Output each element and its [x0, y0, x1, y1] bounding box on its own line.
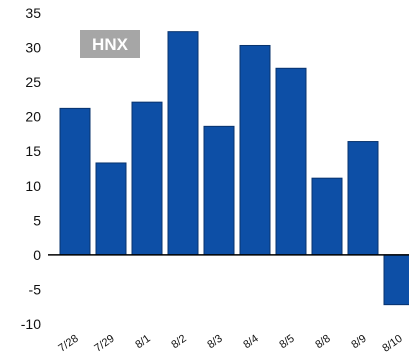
badge-background [80, 30, 140, 58]
bar [131, 101, 163, 256]
x-tick-label: 8/9 [349, 333, 368, 352]
x-tick-label: 7/28 [56, 333, 80, 355]
bar [347, 141, 379, 256]
x-tick-label: 8/1 [133, 333, 152, 352]
y-tick-label: 10 [25, 178, 41, 194]
y-tick-label: 25 [25, 74, 41, 90]
y-axis-tick-labels: 35 30 25 20 15 10 5 0 -5 -10 [21, 5, 41, 332]
bar [95, 162, 127, 256]
x-axis-tick-labels: 7/28 7/29 8/1 8/2 8/3 8/4 8/5 8/8 8/9 8/10 [56, 333, 404, 355]
x-tick-label: 8/8 [313, 333, 332, 352]
y-tick-label: 15 [25, 143, 41, 159]
y-tick-label: 20 [25, 109, 41, 125]
y-tick-label: 35 [25, 5, 41, 21]
bar [203, 125, 235, 256]
bar [275, 67, 307, 256]
y-tick-label: -5 [29, 281, 42, 297]
x-tick-label: 8/4 [241, 333, 260, 352]
x-tick-label: 8/10 [380, 333, 404, 355]
bar [167, 31, 199, 256]
bar-series [59, 31, 409, 306]
bar [239, 44, 271, 256]
hnx-badge: HNX [80, 30, 140, 58]
y-tick-label: 30 [25, 40, 41, 56]
y-tick-label: 0 [33, 247, 41, 263]
x-tick-label: 8/2 [169, 333, 188, 352]
y-tick-label: -10 [21, 316, 41, 332]
bar [59, 107, 91, 256]
x-tick-label: 8/3 [205, 333, 224, 352]
y-tick-label: 5 [33, 212, 41, 228]
bar [383, 254, 409, 306]
x-tick-label: 8/5 [277, 333, 296, 352]
badge-label: HNX [92, 35, 129, 54]
x-tick-label: 7/29 [92, 333, 116, 355]
bar [311, 177, 343, 256]
